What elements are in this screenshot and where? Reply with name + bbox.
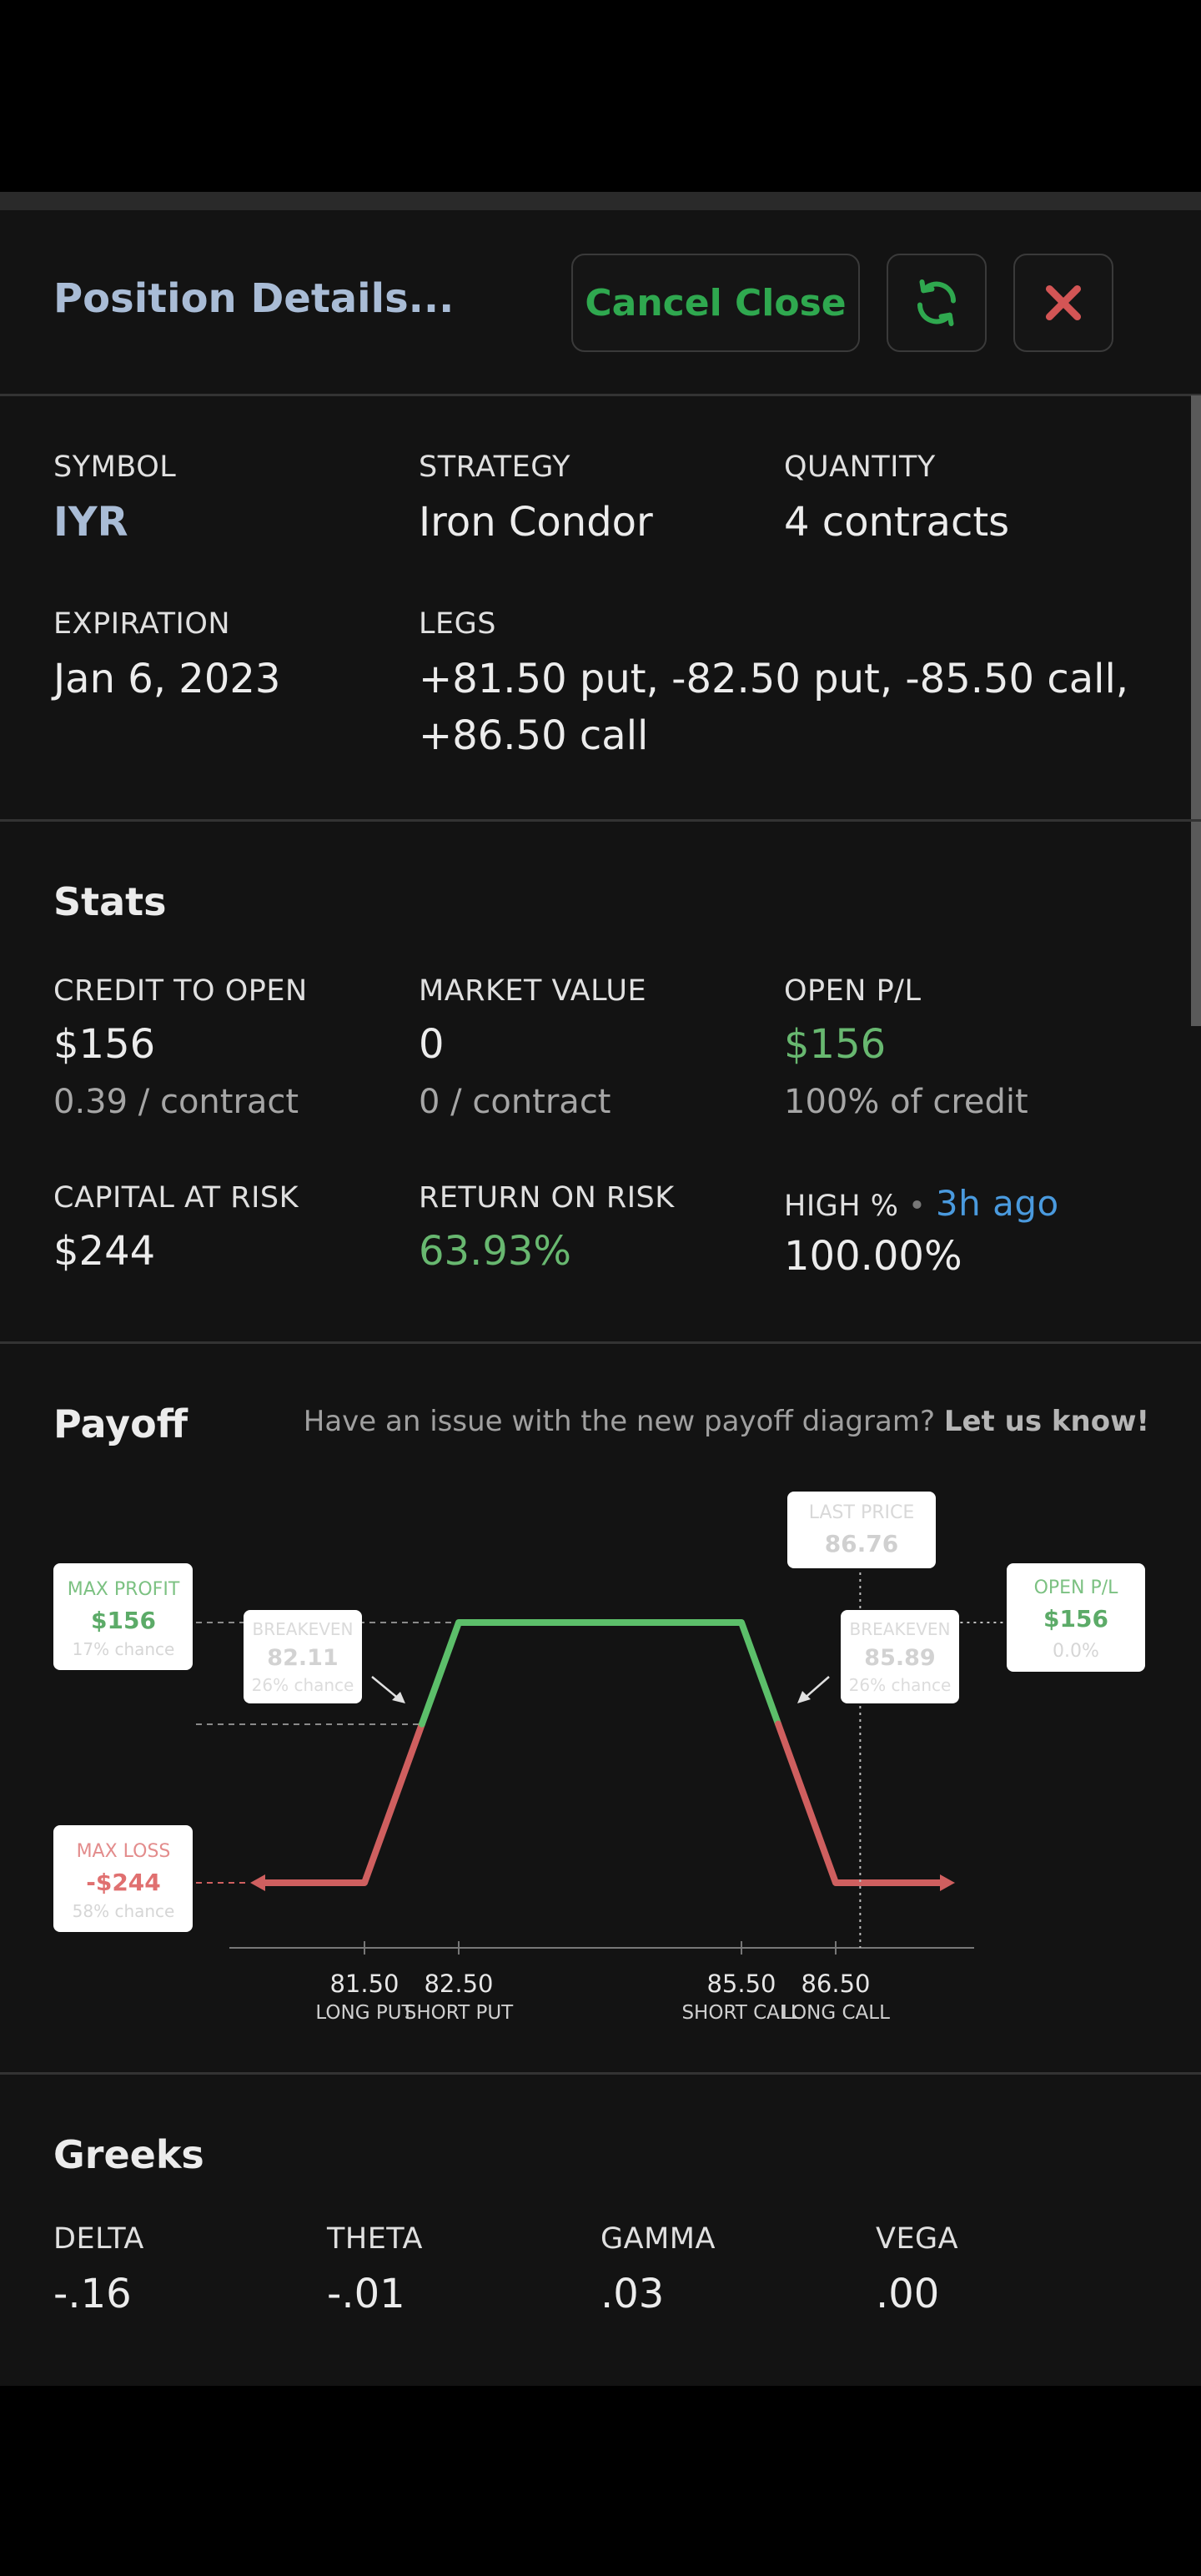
close-button[interactable] (1013, 254, 1113, 352)
credit-sub: 0.39 / contract (53, 1083, 299, 1121)
x-tick-label-1: 82.50 (424, 1970, 493, 1998)
max-loss-title: MAX LOSS (77, 1841, 171, 1862)
breakeven-chance-right: 26% chance (849, 1675, 952, 1695)
last-price-title: LAST PRICE (809, 1502, 915, 1523)
page-title: Position Details... (53, 275, 455, 322)
payoff-feedback-note: Have an issue with the new payoff diagra… (304, 1405, 1149, 1438)
open-pl-value: $156 (784, 1021, 887, 1068)
payoff-divider (0, 2072, 1201, 2075)
open-pl-box (1007, 1563, 1145, 1672)
breakeven-pointer-left-head (392, 1692, 405, 1703)
max-profit-title: MAX PROFIT (68, 1579, 180, 1600)
theta-label: THETA (327, 2222, 423, 2256)
expiration-value: Jan 6, 2023 (53, 656, 281, 702)
breakeven-box-left (244, 1610, 362, 1703)
breakeven-value-right: 85.89 (864, 1645, 935, 1671)
close-icon (1045, 284, 1082, 321)
credit-label: CREDIT TO OPEN (53, 974, 308, 1008)
payoff-line-put-profit (418, 1619, 462, 1728)
max-loss-value: -$244 (86, 1869, 161, 1896)
header-divider (0, 394, 1201, 396)
high-pct-value: 100.00% (784, 1233, 962, 1280)
x-tick-sublabel-0: LONG PUT (315, 2002, 414, 2024)
payoff-note-text: Have an issue with the new payoff diagra… (303, 1405, 935, 1438)
max-profit-value: $156 (91, 1607, 156, 1634)
delta-label: DELTA (53, 2222, 144, 2256)
strategy-label: STRATEGY (419, 450, 570, 484)
strategy-value: Iron Condor (419, 499, 653, 546)
details-divider (0, 819, 1201, 822)
payoff-line-call-profit (738, 1619, 782, 1728)
stats-divider (0, 1341, 1201, 1344)
open-pl-chart-pct: 0.0% (1053, 1641, 1099, 1662)
quantity-value: 4 contracts (784, 499, 1010, 546)
open-pl-label: OPEN P/L (784, 974, 922, 1008)
open-pl-chart-title: OPEN P/L (1034, 1577, 1119, 1598)
breakeven-chance-left: 26% chance (252, 1675, 354, 1695)
breakeven-title-left: BREAKEVEN (253, 1619, 354, 1639)
x-tick-label-0: 81.50 (329, 1970, 399, 1998)
legs-label: LEGS (419, 607, 496, 641)
open-pl-chart-value: $156 (1043, 1605, 1108, 1633)
symbol-label: SYMBOL (53, 450, 177, 484)
quantity-label: QUANTITY (784, 450, 936, 484)
last-price-value: 86.76 (825, 1530, 899, 1557)
payoff-line-put-loss (361, 1720, 425, 1886)
market-value-sub: 0 / contract (419, 1083, 611, 1121)
max-profit-box (53, 1563, 193, 1670)
max-loss-box (53, 1825, 193, 1932)
max-profit-chance: 17% chance (73, 1639, 175, 1659)
cancel-close-button[interactable]: Cancel Close (571, 254, 860, 352)
scrollbar[interactable] (1191, 395, 1201, 1026)
theta-value: -.01 (327, 2271, 405, 2317)
last-price-box (787, 1492, 936, 1568)
legs-value-line1: +81.50 put, -82.50 put, -85.50 call, (419, 656, 1129, 702)
refresh-button[interactable] (887, 254, 987, 352)
left-arrow-icon (250, 1874, 265, 1891)
gamma-value: .03 (600, 2271, 665, 2317)
breakeven-pointer-right-head (797, 1691, 811, 1703)
vega-value: .00 (876, 2271, 940, 2317)
max-loss-chance: 58% chance (73, 1901, 175, 1921)
return-on-risk-value: 63.93% (419, 1228, 572, 1275)
payoff-line-call-loss (775, 1720, 839, 1886)
high-pct-separator: • (908, 1190, 927, 1223)
market-value: 0 (419, 1021, 445, 1068)
right-arrow-icon (940, 1874, 955, 1891)
top-strip (0, 192, 1201, 210)
refresh-icon (917, 279, 956, 326)
capital-at-risk-value: $244 (53, 1228, 156, 1275)
high-pct-label: HIGH % (784, 1190, 899, 1223)
payoff-title: Payoff (53, 1401, 188, 1446)
symbol-value[interactable]: IYR (53, 499, 128, 546)
capital-at-risk-label: CAPITAL AT RISK (53, 1181, 299, 1215)
x-tick-sublabel-1: SHORT PUT (405, 2002, 514, 2024)
x-tick-label-2: 85.50 (706, 1970, 776, 1998)
legs-value-line2: +86.50 call (419, 712, 649, 759)
breakeven-title-right: BREAKEVEN (850, 1619, 951, 1639)
position-details-panel (0, 192, 1201, 2386)
gamma-label: GAMMA (600, 2222, 716, 2256)
payoff-feedback-link[interactable]: Let us know! (943, 1405, 1149, 1438)
delta-value: -.16 (53, 2271, 132, 2317)
market-value-label: MARKET VALUE (419, 974, 647, 1008)
expiration-label: EXPIRATION (53, 607, 231, 641)
stats-title: Stats (53, 879, 167, 924)
breakeven-box-right (841, 1610, 959, 1703)
return-on-risk-label: RETURN ON RISK (419, 1181, 675, 1215)
credit-value: $156 (53, 1021, 156, 1068)
vega-label: VEGA (876, 2222, 959, 2256)
payoff-chart[interactable]: 81.50 LONG PUT 82.50 SHORT PUT 85.50 SHORT CA… (0, 1477, 1201, 2052)
breakeven-pointer-left-icon (371, 1676, 401, 1701)
high-pct-time-link[interactable]: 3h ago (935, 1183, 1059, 1224)
x-tick-label-3: 86.50 (801, 1970, 870, 1998)
open-pl-sub: 100% of credit (784, 1083, 1028, 1121)
x-tick-sublabel-2: SHORT CALL (681, 2002, 801, 2024)
breakeven-value-left: 82.11 (267, 1645, 338, 1671)
x-tick-sublabel-3: LONG CALL (781, 2002, 890, 2024)
greeks-title: Greeks (53, 2132, 204, 2177)
high-pct-row: HIGH % • 3h ago (784, 1183, 1059, 1224)
